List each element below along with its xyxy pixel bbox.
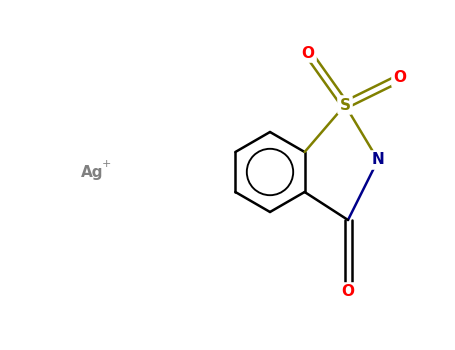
Text: N: N [372, 153, 384, 168]
Text: O: O [394, 70, 406, 85]
Text: S: S [339, 98, 350, 112]
Text: O: O [342, 285, 354, 300]
Text: O: O [302, 46, 314, 61]
Text: +: + [101, 159, 111, 169]
Text: Ag: Ag [81, 164, 103, 180]
